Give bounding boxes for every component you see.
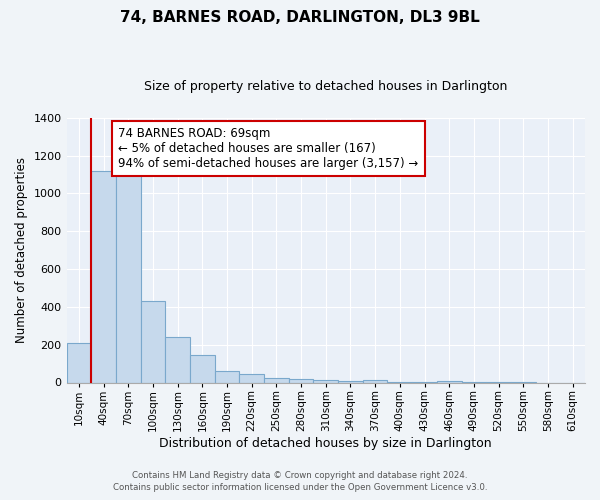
Bar bbox=[165, 337, 190, 382]
Y-axis label: Number of detached properties: Number of detached properties bbox=[15, 157, 28, 343]
Bar bbox=[215, 370, 239, 382]
Title: Size of property relative to detached houses in Darlington: Size of property relative to detached ho… bbox=[144, 80, 508, 93]
Text: 74, BARNES ROAD, DARLINGTON, DL3 9BL: 74, BARNES ROAD, DARLINGTON, DL3 9BL bbox=[120, 10, 480, 25]
Bar bbox=[363, 380, 388, 382]
Bar bbox=[289, 378, 313, 382]
X-axis label: Distribution of detached houses by size in Darlington: Distribution of detached houses by size … bbox=[160, 437, 492, 450]
Bar bbox=[239, 374, 264, 382]
Bar bbox=[313, 380, 338, 382]
Bar bbox=[264, 378, 289, 382]
Bar bbox=[116, 176, 140, 382]
Bar bbox=[338, 381, 363, 382]
Bar bbox=[67, 343, 91, 382]
Text: 74 BARNES ROAD: 69sqm
← 5% of detached houses are smaller (167)
94% of semi-deta: 74 BARNES ROAD: 69sqm ← 5% of detached h… bbox=[118, 127, 419, 170]
Text: Contains HM Land Registry data © Crown copyright and database right 2024.
Contai: Contains HM Land Registry data © Crown c… bbox=[113, 471, 487, 492]
Bar bbox=[190, 356, 215, 382]
Bar bbox=[91, 170, 116, 382]
Bar bbox=[140, 301, 165, 382]
Bar bbox=[437, 380, 461, 382]
